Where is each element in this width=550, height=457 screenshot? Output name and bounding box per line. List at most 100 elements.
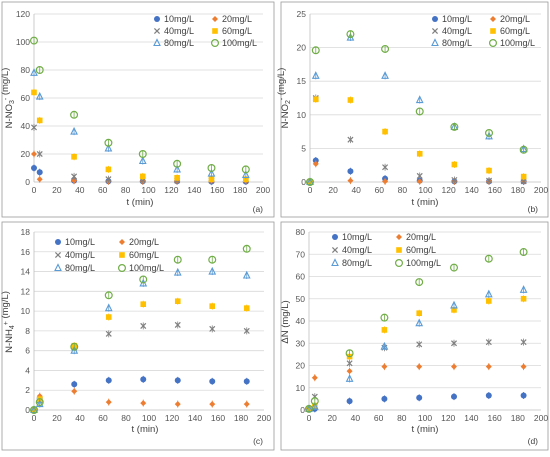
legend-marker — [431, 38, 439, 47]
data-point — [486, 298, 492, 304]
x-tick-label: 180 — [511, 185, 525, 195]
y-tick-label: 0 — [25, 405, 30, 415]
legend-label: 10mg/L — [164, 14, 194, 24]
y-tick-label: 0 — [301, 177, 306, 187]
y-tick-label: 0 — [300, 405, 305, 415]
data-point — [450, 263, 459, 272]
x-tick-label: 180 — [511, 413, 525, 423]
legend-marker — [211, 38, 220, 47]
data-point — [209, 401, 216, 408]
data-point — [140, 400, 147, 407]
data-point — [35, 91, 44, 100]
legend-marker — [154, 16, 160, 22]
data-point — [35, 399, 44, 408]
x-tick-label: 20 — [52, 413, 62, 423]
data-point — [450, 340, 458, 347]
data-point — [105, 399, 112, 406]
data-point — [520, 363, 527, 370]
legend-marker — [153, 27, 161, 35]
panel-label: (d) — [528, 436, 539, 446]
data-point — [520, 173, 527, 180]
data-point — [347, 136, 354, 143]
data-point — [485, 128, 494, 137]
x-tick-label: 140 — [188, 413, 202, 423]
legend-marker — [489, 38, 498, 47]
x-tick-label: 60 — [98, 413, 108, 423]
data-point — [30, 406, 39, 415]
legend-label: 10mg/L — [442, 14, 472, 24]
data-point — [382, 164, 389, 171]
data-point — [310, 397, 319, 406]
data-point — [520, 392, 527, 399]
legend-label: 60mg/L — [500, 26, 530, 36]
y-tick-label: 50 — [296, 294, 306, 304]
y-tick-label: 12 — [21, 286, 31, 296]
data-point — [105, 377, 112, 384]
legend-marker — [119, 252, 125, 258]
data-point — [381, 363, 388, 370]
data-point — [31, 89, 37, 96]
legend-marker — [490, 16, 496, 22]
data-point — [208, 176, 215, 182]
data-point — [306, 178, 315, 187]
legend-label: 80mg/L — [442, 38, 472, 48]
x-axis-label: t (min) — [127, 197, 154, 208]
data-point — [416, 341, 423, 348]
y-tick-label: 80 — [296, 227, 306, 237]
x-tick-label: 200 — [534, 413, 548, 423]
legend-label: 40mg/L — [342, 245, 372, 255]
legend-label: 100mg/L — [406, 258, 441, 268]
y-tick-label: 100 — [16, 37, 30, 47]
data-point — [71, 173, 78, 180]
data-point — [381, 327, 388, 333]
legend: 10mg/L 20mg/L 40mg/L 60mg/L 80mg/L 100mg/L — [431, 14, 535, 48]
data-point — [347, 97, 354, 103]
x-tick-label: 80 — [398, 185, 408, 195]
x-tick-label: 0 — [308, 185, 313, 195]
data-point — [345, 349, 354, 358]
data-point — [382, 178, 389, 185]
y-tick-label: 10 — [296, 383, 306, 393]
legend-marker — [212, 28, 218, 34]
x-tick-label: 160 — [488, 413, 502, 423]
legend-marker — [117, 264, 126, 273]
x-tick-label: 20 — [327, 413, 337, 423]
data-point — [451, 161, 458, 168]
panel-frame — [1, 1, 275, 218]
x-tick-label: 80 — [121, 185, 131, 195]
data-point — [209, 378, 216, 385]
data-point — [104, 303, 113, 312]
legend-label: 100mg/L — [222, 38, 257, 48]
data-point — [380, 341, 389, 350]
legend-label: 20mg/L — [129, 237, 159, 247]
legend-label: 60mg/L — [129, 250, 159, 260]
data-point — [311, 374, 318, 381]
y-axis-label: N-NH4+ (mg/L) — [0, 291, 16, 353]
data-point — [346, 30, 355, 39]
legend-marker — [54, 263, 62, 272]
x-tick-label: 20 — [52, 185, 62, 195]
y-tick-label: 10 — [297, 110, 307, 120]
panel-label: (b) — [528, 204, 539, 214]
data-point — [243, 327, 250, 334]
y-tick-label: 70 — [296, 249, 306, 259]
data-point — [311, 46, 320, 55]
data-point — [451, 363, 457, 370]
y-axis-label: N-NO2- (mg/L) — [276, 68, 292, 129]
legend-label: 80mg/L — [164, 38, 194, 48]
x-tick-label: 80 — [121, 413, 131, 423]
panel-label: (a) — [253, 204, 264, 214]
data-point — [451, 307, 457, 313]
legend-label: 20mg/L — [406, 232, 436, 242]
y-tick-label: 0 — [25, 177, 30, 187]
x-tick-label: 100 — [418, 413, 432, 423]
y-tick-label: 8 — [25, 326, 30, 336]
x-tick-label: 140 — [465, 185, 479, 195]
y-tick-label: 16 — [21, 247, 31, 257]
legend-marker — [212, 16, 218, 22]
data-point — [70, 110, 79, 119]
data-point — [30, 68, 38, 76]
data-point — [31, 151, 37, 157]
data-point — [520, 339, 527, 346]
